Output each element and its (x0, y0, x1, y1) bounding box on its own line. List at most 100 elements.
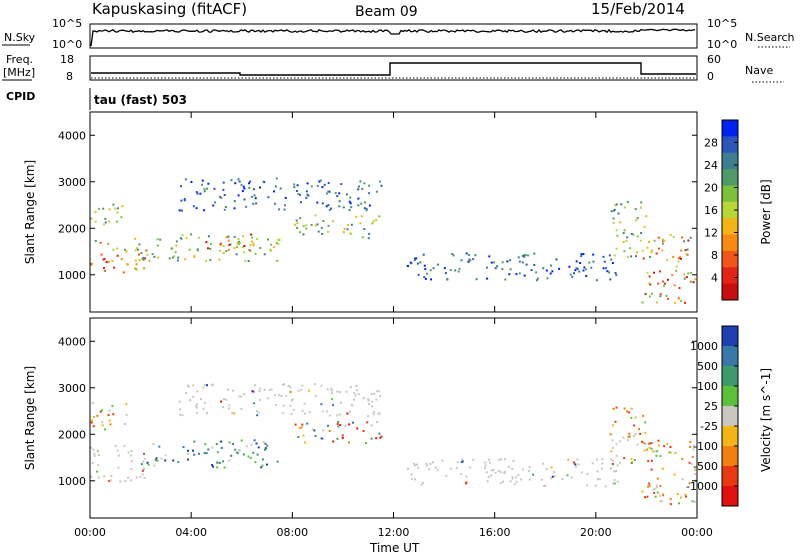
echo-cell (409, 261, 412, 264)
echo-cell (90, 421, 93, 424)
echo-cell (683, 273, 686, 276)
echo-cell (420, 483, 423, 486)
echo-cell (177, 460, 180, 463)
echo-cell (446, 278, 449, 281)
echo-cell (266, 444, 269, 447)
colorbar-swatch (722, 366, 738, 387)
echo-cell (250, 443, 253, 446)
echo-cell (256, 410, 258, 413)
echo-cell (92, 425, 95, 428)
echo-cell (327, 204, 330, 207)
echo-cell (254, 384, 257, 387)
echo-cell (633, 459, 636, 461)
echo-cell (616, 464, 619, 467)
echo-cell (252, 188, 255, 191)
echo-cell (293, 186, 296, 189)
echo-cell (649, 255, 651, 258)
echo-cell (523, 254, 526, 257)
echo-cell (305, 190, 308, 193)
echo-cell (336, 437, 339, 440)
echo-cell (429, 462, 432, 465)
echo-cell (684, 249, 687, 251)
echo-cell (255, 202, 258, 205)
echo-cell (623, 250, 626, 253)
echo-cell (102, 207, 105, 210)
echo-cell (172, 459, 175, 462)
echo-cell (513, 483, 516, 486)
echo-cell (225, 398, 228, 401)
echo-cell (252, 451, 255, 454)
echo-cell (668, 451, 671, 454)
echo-cell (657, 444, 660, 447)
colorbar-tick-label: 20 (704, 182, 718, 195)
echo-cell (528, 478, 531, 481)
echo-cell (227, 235, 230, 238)
echo-cell (641, 249, 644, 252)
time-tick-label: 00:00 (74, 526, 106, 539)
echo-cell (484, 464, 487, 467)
echo-cell (252, 244, 255, 247)
echo-cell (237, 243, 240, 246)
echo-cell (253, 439, 256, 442)
echo-cell (254, 461, 257, 464)
echo-cell (180, 209, 183, 212)
nsearch-tick-bottom: 10^0 (707, 38, 737, 51)
echo-cell (130, 460, 133, 463)
echo-cell (289, 404, 292, 407)
echo-cell (416, 463, 419, 466)
echo-cell (348, 200, 351, 203)
echo-cell (634, 416, 637, 419)
echo-cell (689, 440, 692, 443)
echo-cell (681, 457, 684, 460)
colorbar-tick-label: 4 (711, 272, 718, 285)
velocity-colorbar-label: Velocity [m s^-1] (759, 368, 773, 472)
power-x-ticks (89, 112, 698, 312)
echo-cell (99, 241, 102, 244)
echo-cell (111, 404, 114, 407)
echo-cell (592, 260, 595, 263)
echo-cell (365, 441, 367, 444)
echo-cell (242, 453, 245, 456)
echo-cell (615, 443, 618, 446)
echo-cell (206, 412, 209, 415)
echo-cell (341, 434, 344, 437)
echo-cell (116, 211, 119, 214)
echo-cell (252, 202, 255, 205)
y-tick-label: 4000 (58, 335, 86, 348)
echo-cell (417, 466, 420, 469)
echo-cell (604, 485, 607, 488)
echo-cell (678, 287, 681, 289)
echo-cell (336, 195, 339, 198)
nave-tick-top: 60 (707, 53, 721, 66)
echo-cell (294, 423, 297, 426)
echo-cell (594, 484, 597, 487)
echo-cell (673, 284, 676, 287)
echo-cell (475, 278, 478, 281)
echo-cell (685, 495, 687, 498)
echo-cell (612, 482, 615, 485)
echo-cell (256, 237, 258, 240)
echo-cell (651, 292, 653, 295)
echo-cell (117, 207, 119, 210)
echo-cell (484, 467, 486, 470)
echo-cell (639, 239, 642, 242)
echo-cell (651, 450, 654, 453)
echo-cell (619, 221, 622, 224)
echo-cell (251, 390, 254, 393)
echo-cell (652, 488, 655, 491)
echo-cell (305, 196, 308, 199)
y-tick-label: 1000 (58, 475, 86, 488)
echo-cell (160, 457, 163, 460)
echo-cell (264, 448, 267, 451)
echo-cell (484, 461, 487, 464)
echo-cell (640, 206, 642, 209)
echo-cell (657, 439, 660, 442)
echo-cell (283, 208, 286, 211)
echo-cell (496, 265, 499, 268)
echo-cell (355, 215, 358, 218)
echo-cell (243, 245, 246, 247)
echo-cell (238, 449, 241, 452)
echo-cell (378, 215, 381, 218)
echo-cell (301, 423, 304, 426)
echo-cell (365, 207, 368, 210)
